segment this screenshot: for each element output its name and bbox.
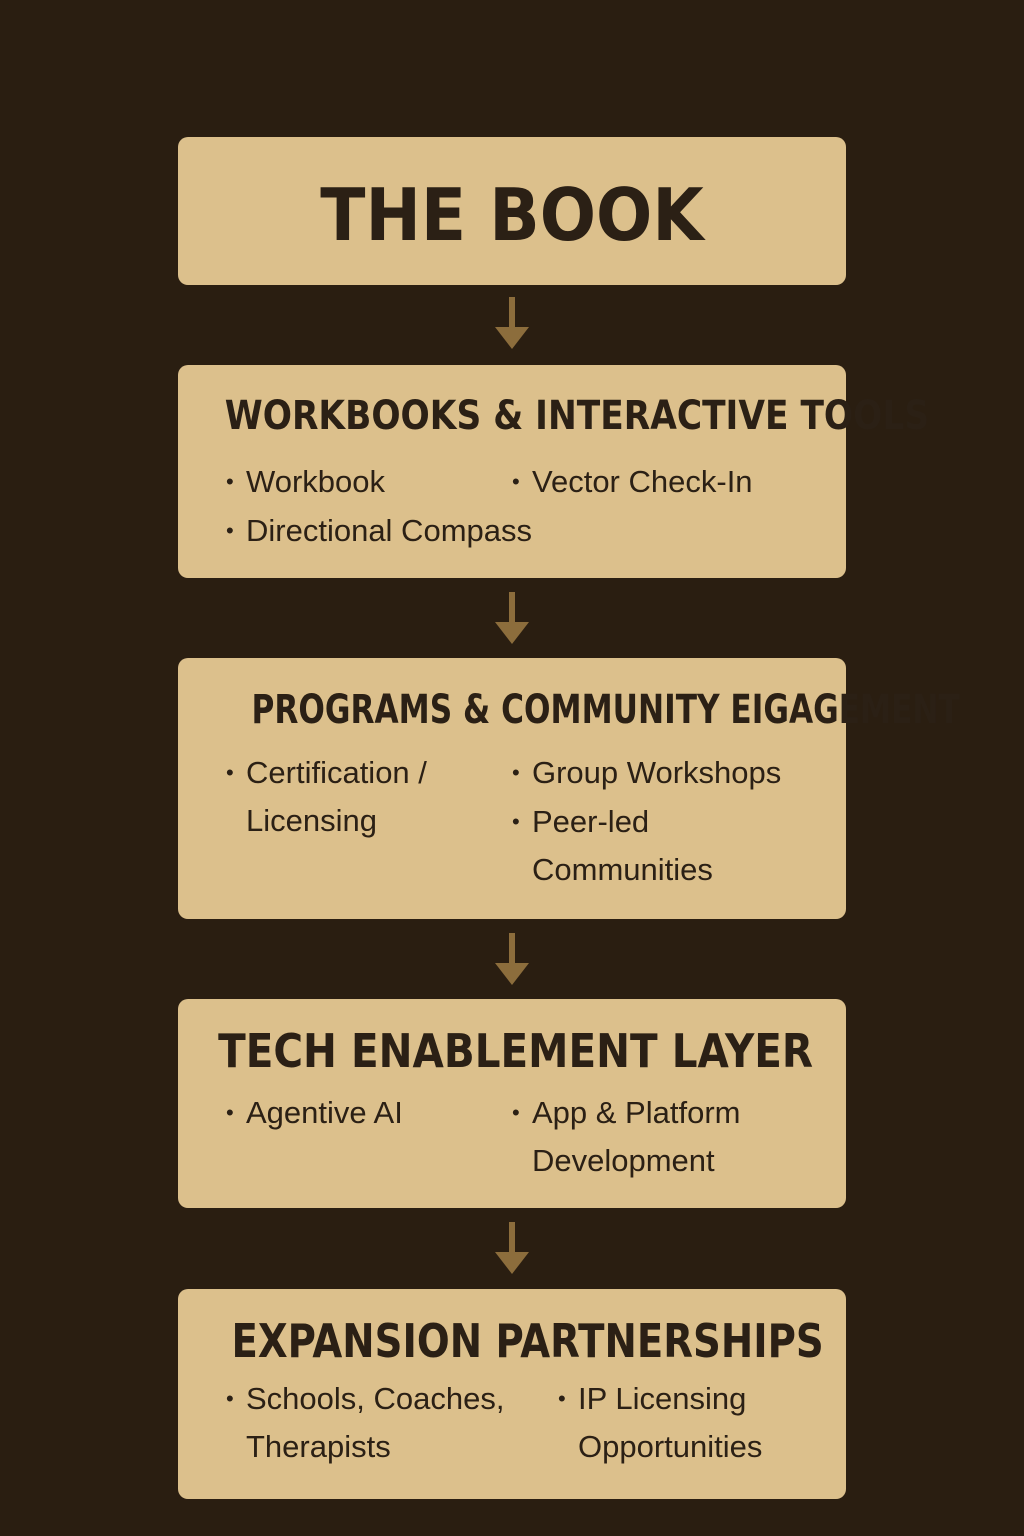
stage-title: PROGRAMS & COMMUNITY EIGAGEMENT [251, 687, 960, 733]
list-item: • Certification / Licensing [226, 755, 427, 838]
list-item: • App & Platform Development [512, 1095, 741, 1178]
stage-title: WORKBOOKS & INTERACTIVE TOOLS [224, 393, 930, 439]
down-arrow-icon [492, 592, 532, 646]
list-item: • IP Licensing Opportunities [558, 1381, 763, 1464]
stage-title: EXPANSION PARTNERSHIPS [231, 1314, 824, 1368]
stage-box-workbooks: WORKBOOKS & INTERACTIVE TOOLS • Workbook … [178, 365, 930, 578]
list-item: • Workbook [226, 464, 385, 499]
down-arrow-icon [492, 933, 532, 987]
list-item: • Group Workshops [512, 755, 782, 790]
stage-title: TECH ENABLEMENT LAYER [218, 1024, 814, 1078]
list-item: • Peer-led Communities [512, 804, 713, 887]
list-item: • Directional Compass [226, 513, 532, 548]
stage-box-expansion-partnerships: EXPANSION PARTNERSHIPS • Schools, Coaches… [178, 1289, 846, 1499]
list-item: • Schools, Coaches, Therapists [226, 1381, 505, 1464]
stage-box-the-book: THE BOOK [178, 137, 846, 285]
list-item: • Vector Check-In [512, 464, 753, 499]
down-arrow-icon [492, 297, 532, 351]
down-arrow-icon [492, 1222, 532, 1276]
stage-box-programs: PROGRAMS & COMMUNITY EIGAGEMENT • Certifi… [178, 658, 960, 919]
stage-box-tech-enablement: TECH ENABLEMENT LAYER • Agentive AI • App … [178, 999, 846, 1208]
stage-title: THE BOOK [320, 173, 704, 257]
list-item: • Agentive AI [226, 1095, 403, 1130]
